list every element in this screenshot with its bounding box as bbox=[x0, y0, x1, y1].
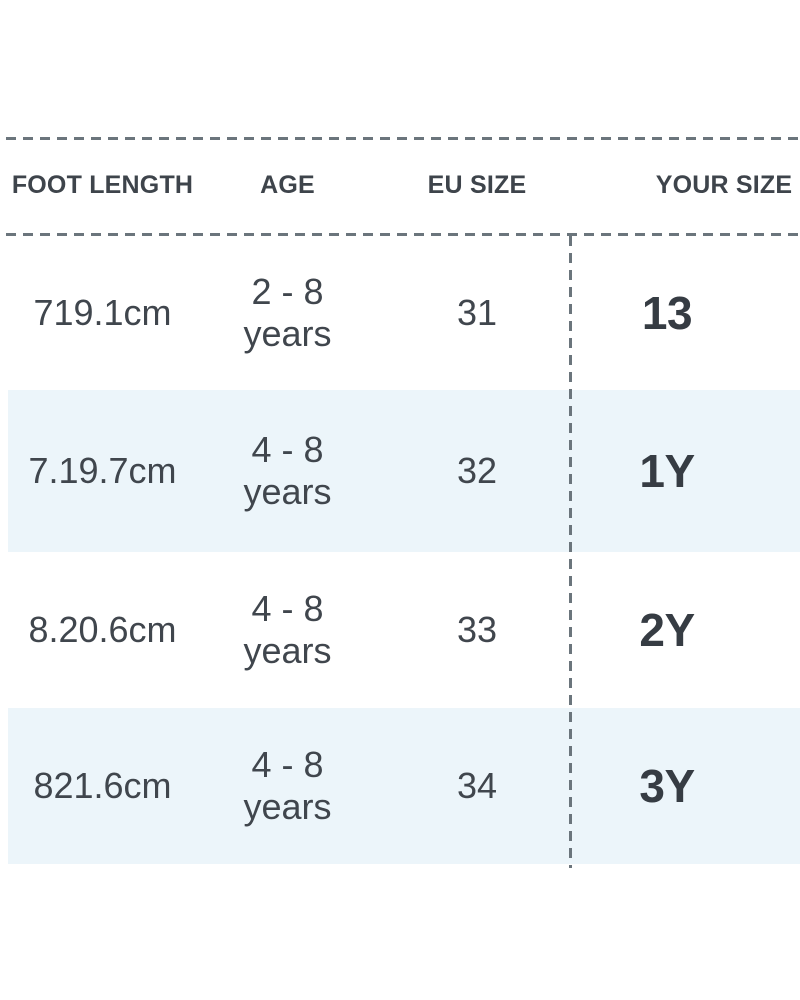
column-header-age: AGE bbox=[260, 171, 315, 199]
cell-eu-size: 34 bbox=[456, 765, 498, 806]
cell-foot-length: 719.1cm bbox=[33, 292, 172, 333]
column-header-your-size: YOUR SIZE bbox=[655, 171, 793, 199]
header-top-dashed-rule bbox=[6, 137, 800, 140]
table-row: 821.6cm 4 - 8 years 34 3Y bbox=[0, 708, 800, 864]
cell-eu-size: 33 bbox=[456, 609, 498, 650]
table-body: 719.1cm 2 - 8 years 31 13 7.19.7cm 4 - 8… bbox=[0, 236, 800, 864]
cell-foot-length: 8.20.6cm bbox=[28, 609, 177, 650]
cell-your-size: 3Y bbox=[639, 760, 695, 812]
cell-age: 4 - 8 years bbox=[243, 429, 332, 512]
cell-eu-size: 31 bbox=[456, 292, 498, 333]
cell-your-size: 1Y bbox=[639, 445, 695, 497]
table-row: 719.1cm 2 - 8 years 31 13 bbox=[0, 236, 800, 390]
column-header-foot-length: FOOT LENGTH bbox=[11, 171, 194, 199]
your-size-column-dashed-divider bbox=[569, 236, 572, 868]
cell-age: 4 - 8 years bbox=[243, 744, 332, 827]
cell-your-size: 13 bbox=[641, 287, 693, 339]
cell-eu-size: 32 bbox=[456, 450, 498, 491]
column-header-eu-size: EU SIZE bbox=[427, 171, 527, 199]
table-row: 7.19.7cm 4 - 8 years 32 1Y bbox=[0, 390, 800, 552]
header-bottom-dashed-rule bbox=[6, 233, 800, 236]
cell-foot-length: 821.6cm bbox=[33, 765, 172, 806]
cell-your-size: 2Y bbox=[639, 604, 695, 656]
table-row: 8.20.6cm 4 - 8 years 33 2Y bbox=[0, 552, 800, 708]
header-row: FOOT LENGTH AGE EU SIZE YOUR SIZE bbox=[0, 138, 800, 233]
cell-age: 2 - 8 years bbox=[243, 271, 332, 354]
cell-age: 4 - 8 years bbox=[243, 588, 332, 671]
cell-foot-length: 7.19.7cm bbox=[28, 450, 177, 491]
